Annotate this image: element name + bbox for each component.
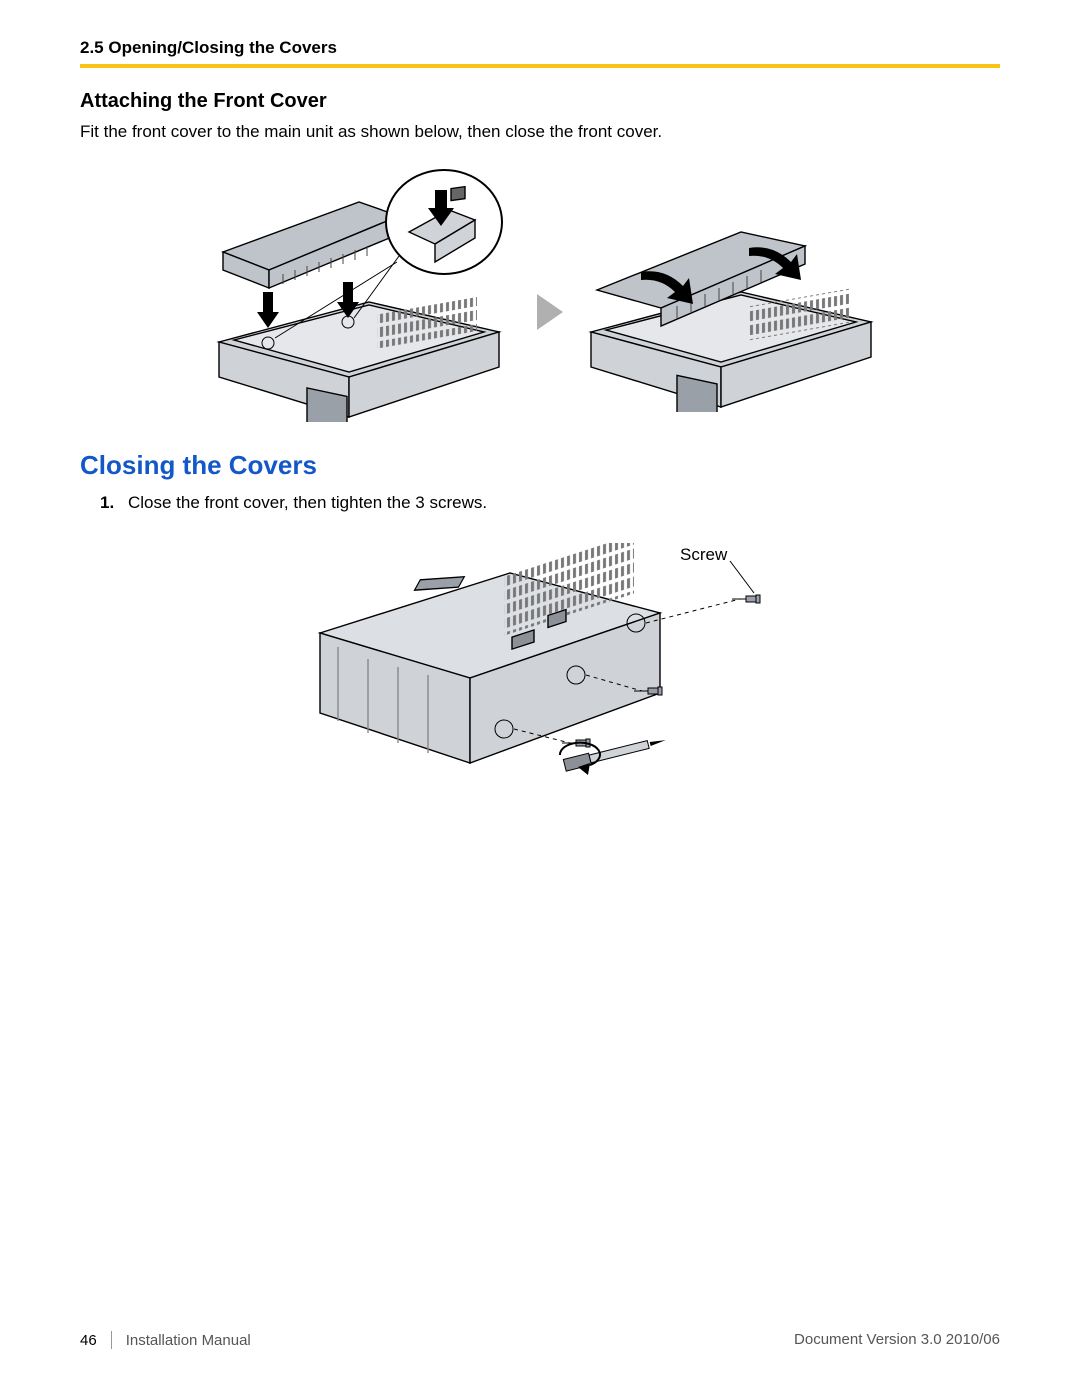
footer-separator (111, 1331, 112, 1349)
page-footer: 46 Installation Manual Document Version … (80, 1331, 1000, 1349)
figure-1b (581, 172, 881, 412)
figure-2-wrap: Screw (80, 543, 1000, 803)
screw-callout: Screw (680, 545, 727, 565)
section-2-title: Closing the Covers (80, 450, 1000, 481)
step-1: 1. Close the front cover, then tighten t… (100, 493, 1000, 513)
doc-version: Document Version 3.0 2010/06 (794, 1331, 1000, 1349)
page-number: 46 (80, 1332, 97, 1349)
subsection-body: Fit the front cover to the main unit as … (80, 121, 1000, 144)
figure-2 (260, 543, 820, 803)
figure-1a (199, 162, 519, 422)
step-1-text: Close the front cover, then tighten the … (128, 493, 487, 513)
subsection-title: Attaching the Front Cover (80, 90, 1000, 113)
step-1-number: 1. (100, 493, 122, 513)
figure-1-wrap (80, 162, 1000, 422)
section-header: 2.5 Opening/Closing the Covers (80, 38, 1000, 58)
sequence-arrow-icon (537, 294, 563, 330)
doc-title: Installation Manual (126, 1332, 251, 1349)
accent-rule (80, 64, 1000, 68)
